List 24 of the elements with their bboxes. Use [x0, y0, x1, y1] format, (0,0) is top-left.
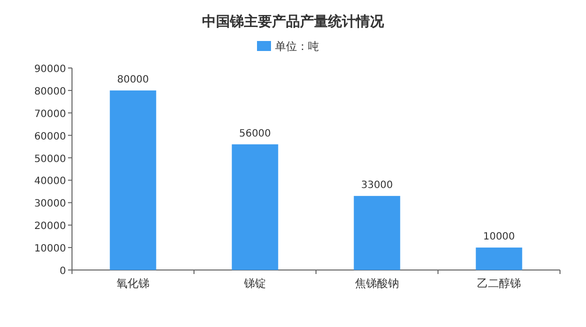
y-tick-label: 60000 — [34, 131, 66, 142]
chart-title: 中国锑主要产品产量统计情况 — [202, 13, 385, 30]
x-tick-label: 焦锑酸钠 — [355, 277, 399, 290]
bar — [354, 196, 400, 270]
y-tick-label: 90000 — [34, 64, 66, 75]
data-label: 80000 — [117, 74, 149, 86]
y-tick-label: 30000 — [34, 198, 66, 210]
y-tick-label: 50000 — [34, 154, 66, 165]
x-tick-label: 锑锭 — [243, 277, 266, 290]
y-tick-label: 0 — [60, 266, 66, 277]
y-tick-label: 20000 — [34, 221, 66, 232]
data-label: 33000 — [361, 180, 393, 191]
y-tick-label: 10000 — [34, 244, 66, 255]
data-label: 56000 — [239, 128, 271, 140]
y-tick-label: 40000 — [34, 176, 66, 188]
bar — [232, 144, 278, 270]
bar — [476, 248, 522, 270]
x-tick-label: 氧化锑 — [116, 277, 150, 290]
y-tick-label: 80000 — [34, 86, 66, 98]
legend-label: 单位：吨 — [275, 40, 319, 53]
y-tick-label: 70000 — [34, 108, 66, 120]
data-label: 10000 — [483, 232, 515, 243]
bar — [110, 90, 156, 270]
x-tick-label: 乙二醇锑 — [477, 277, 521, 290]
